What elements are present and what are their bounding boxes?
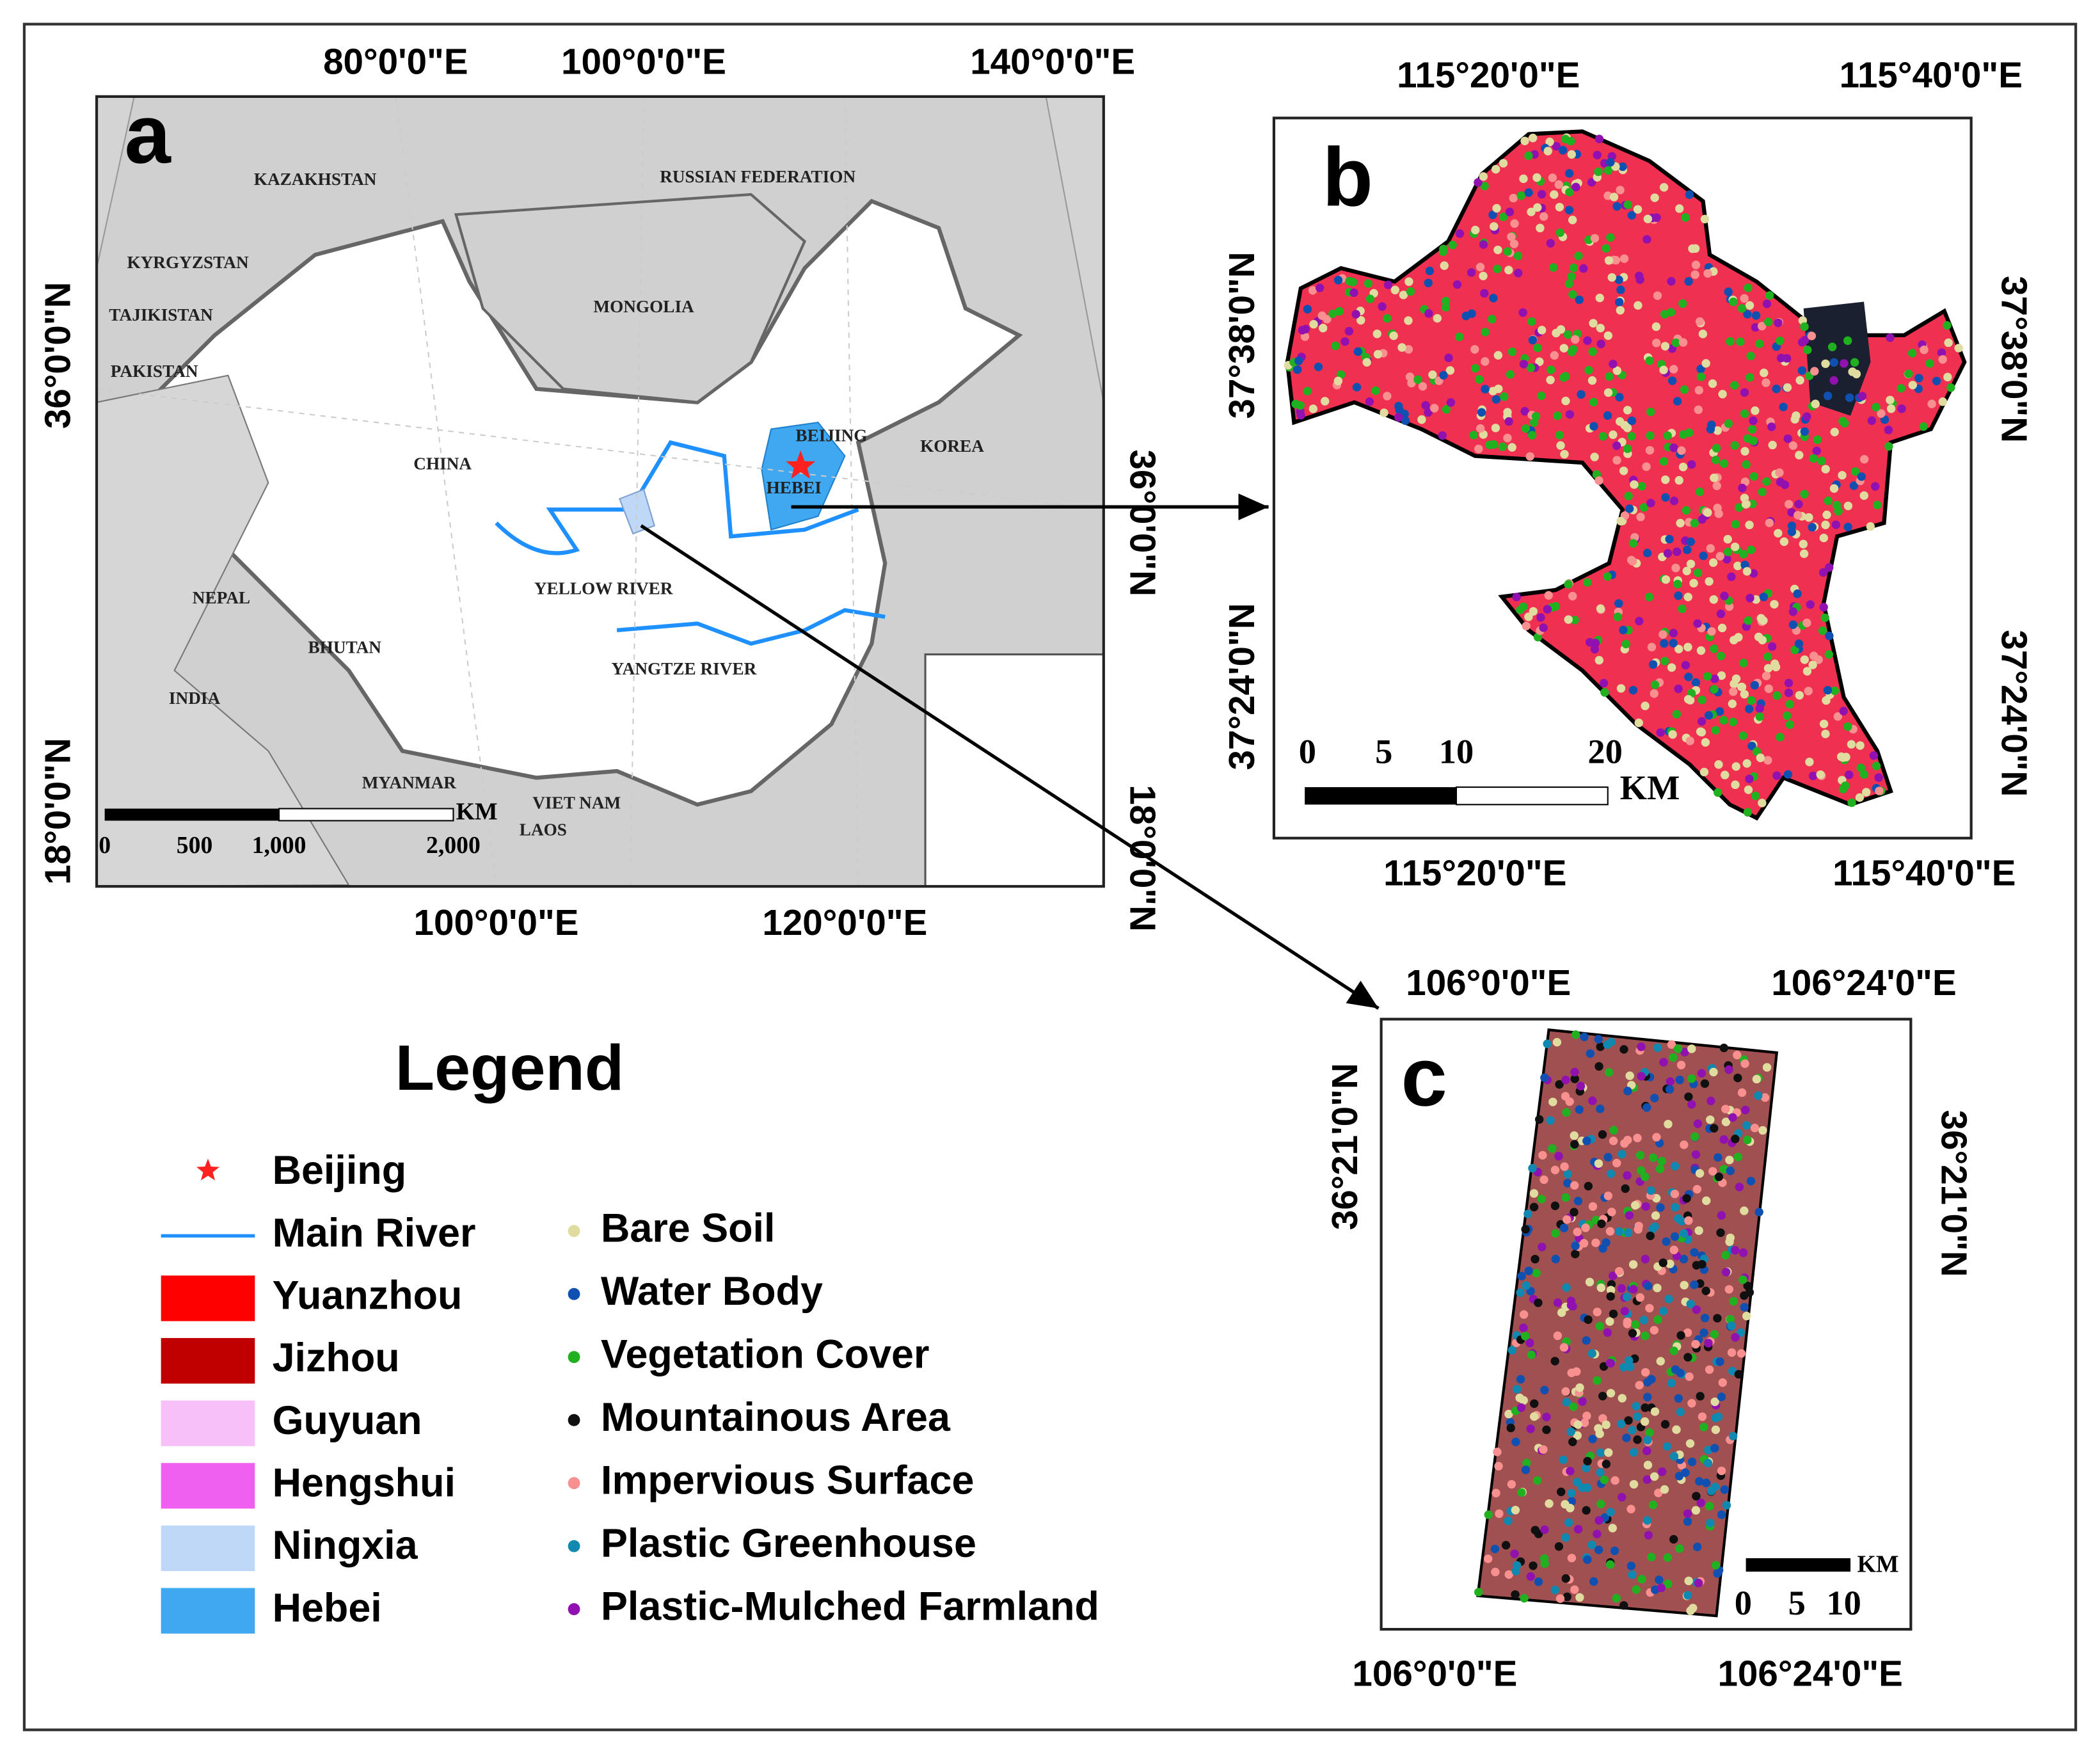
- lon-label: 140°0'0"E: [970, 42, 1135, 82]
- legend-label: Hebei: [273, 1586, 382, 1630]
- scale-tick: 0: [99, 832, 111, 859]
- lon-label: 80°0'0"E: [323, 42, 468, 82]
- legend-label: Guyuan: [273, 1398, 422, 1443]
- legend-label: Bare Soil: [601, 1206, 776, 1250]
- place-label: MYANMAR: [362, 773, 457, 792]
- legend-symbol: [568, 1477, 580, 1490]
- lon-label: 106°0'0"E: [1406, 962, 1571, 1003]
- legend-symbol: [161, 1525, 255, 1572]
- legend-symbol: [568, 1288, 580, 1300]
- lon-label: 115°20'0"E: [1383, 852, 1566, 893]
- legend-label: Vegetation Cover: [601, 1332, 930, 1376]
- legend-label: Ningxia: [273, 1523, 418, 1568]
- legend-label: Jizhou: [273, 1335, 400, 1380]
- legend-label: Yuanzhou: [273, 1273, 463, 1318]
- scale-tick: 5: [1788, 1583, 1806, 1622]
- legend-label: Main River: [273, 1211, 476, 1256]
- place-label: KOREA: [920, 436, 984, 456]
- scale-tick: 2,000: [426, 832, 481, 859]
- place-label: YELLOW RIVER: [534, 578, 673, 598]
- scale-tick: 500: [177, 832, 213, 859]
- lat-label: 36°0'0"N: [1122, 449, 1163, 596]
- legend-label: Mountainous Area: [601, 1395, 951, 1440]
- panel-label: b: [1323, 130, 1373, 223]
- lon-label: 115°40'0"E: [1833, 852, 2016, 893]
- place-label: LAOS: [520, 820, 567, 840]
- legend-label: Hengshui: [273, 1460, 456, 1505]
- place-label: PAKISTAN: [111, 362, 198, 381]
- lat-label: 18°0'0"N: [37, 738, 77, 885]
- place-label: YANGTZE RIVER: [612, 659, 757, 678]
- lat-label: 37°24'0"N: [1994, 630, 2035, 797]
- scale-unit: KM: [1857, 1551, 1899, 1577]
- scale-tick: 5: [1375, 731, 1392, 770]
- place-label: INDIA: [169, 689, 221, 708]
- scale-tick: 20: [1587, 731, 1622, 770]
- lat-label: 36°21'0"N: [1934, 1110, 1974, 1277]
- sample-points: [1284, 133, 1963, 1615]
- lon-label: 106°24'0"E: [1717, 1653, 1902, 1693]
- scale-tick: 1,000: [252, 832, 306, 859]
- place-label: NEPAL: [193, 588, 250, 607]
- place-label: CHINA: [413, 454, 472, 473]
- legend-symbol: [568, 1540, 580, 1552]
- lon-label: 100°0'0"E: [414, 902, 579, 943]
- lon-label: 115°40'0"E: [1840, 54, 2023, 95]
- legend-symbol: [161, 1400, 255, 1446]
- place-label: BHUTAN: [308, 638, 381, 657]
- legend-label: Impervious Surface: [601, 1458, 974, 1503]
- legend-label: Beijing: [273, 1148, 407, 1193]
- arrows: [640, 493, 1380, 1010]
- lon-label: 120°0'0"E: [762, 902, 927, 943]
- place-label: RUSSIAN FEDERATION: [660, 167, 855, 186]
- place-label: VIET NAM: [532, 793, 621, 813]
- legend-symbol: [161, 1463, 255, 1509]
- lat-label: 37°38'0"N: [1994, 276, 2035, 443]
- lat-label: 37°24'0"N: [1221, 603, 1262, 770]
- lat-label: 36°0'0"N: [37, 282, 77, 429]
- lon-label: 106°24'0"E: [1771, 962, 1956, 1003]
- legend-symbol: [568, 1351, 580, 1364]
- lon-label: 106°0'0"E: [1352, 1653, 1517, 1693]
- legend-symbol: [568, 1414, 580, 1426]
- place-label: HEBEI: [767, 478, 822, 497]
- scale-tick: 10: [1826, 1583, 1861, 1622]
- legend-label: Plastic-Mulched Farmland: [601, 1584, 1099, 1629]
- lon-label: 100°0'0"E: [561, 42, 726, 82]
- scale-tick: 10: [1439, 731, 1474, 770]
- panel-label: c: [1401, 1030, 1447, 1124]
- legend-symbol: [196, 1158, 219, 1181]
- place-label: MONGOLIA: [593, 297, 694, 316]
- place-label: KAZAKHSTAN: [254, 170, 377, 189]
- panel-label: a: [125, 87, 172, 180]
- place-label: TAJIKISTAN: [109, 305, 213, 324]
- panel-a-map: [95, 95, 1105, 888]
- legend-label: Water Body: [601, 1269, 823, 1314]
- lon-label: 115°20'0"E: [1397, 54, 1580, 95]
- lat-label: 18°0'0"N: [1122, 785, 1163, 932]
- lat-label: 36°21'0"N: [1324, 1063, 1365, 1230]
- legend-label: Plastic Greenhouse: [601, 1521, 976, 1566]
- scale-unit: KM: [456, 799, 498, 825]
- panel-b-map: [1272, 116, 1973, 840]
- scale-unit: KM: [1620, 768, 1680, 807]
- place-label: BEIJING: [795, 426, 867, 445]
- lat-label: 37°38'0"N: [1221, 251, 1262, 419]
- legend-symbol: [161, 1337, 255, 1384]
- scale-tick: 0: [1299, 731, 1316, 770]
- legend-symbol: [568, 1603, 580, 1616]
- legend-title: Legend: [395, 1032, 624, 1104]
- place-label: KYRGYZSTAN: [127, 253, 248, 272]
- legend-symbol: [161, 1588, 255, 1634]
- legend-symbol: [161, 1275, 255, 1321]
- legend-symbol: [568, 1225, 580, 1238]
- scale-tick: 0: [1735, 1583, 1752, 1622]
